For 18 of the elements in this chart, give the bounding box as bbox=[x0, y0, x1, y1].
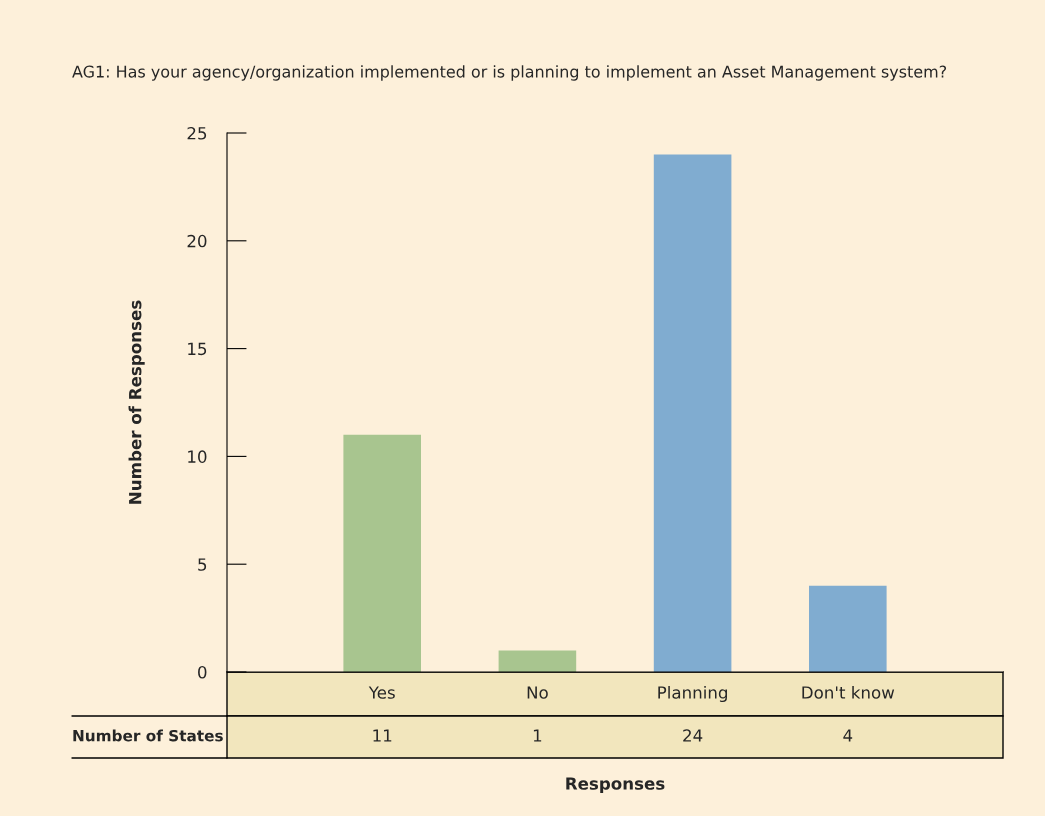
data-label: 11 bbox=[373, 729, 392, 742]
x-axis-title: Responses bbox=[566, 777, 665, 794]
data-label: 24 bbox=[683, 729, 703, 742]
y-axis-title: Number of Responses bbox=[128, 300, 145, 504]
y-tick-label: 15 bbox=[188, 342, 207, 356]
x-tick-label: No bbox=[527, 686, 548, 699]
y-tick-label: 0 bbox=[198, 665, 207, 679]
chart-title: AG1: Has your agency/organization implemented or is planning to implement an Asset Management system? bbox=[72, 65, 947, 81]
x-tick-label: Yes bbox=[368, 686, 395, 699]
y-tick-label: 25 bbox=[187, 126, 207, 140]
text: Number of States bbox=[73, 729, 223, 742]
data-label: 4 bbox=[843, 729, 853, 742]
data-label: 1 bbox=[533, 729, 542, 742]
y-tick-label: 10 bbox=[188, 450, 207, 463]
x-tick-label: Planning bbox=[658, 685, 727, 703]
x-tick-label: Don't know bbox=[802, 685, 895, 699]
y-tick-label: 20 bbox=[187, 234, 207, 248]
y-tick-label: 5 bbox=[198, 558, 207, 571]
